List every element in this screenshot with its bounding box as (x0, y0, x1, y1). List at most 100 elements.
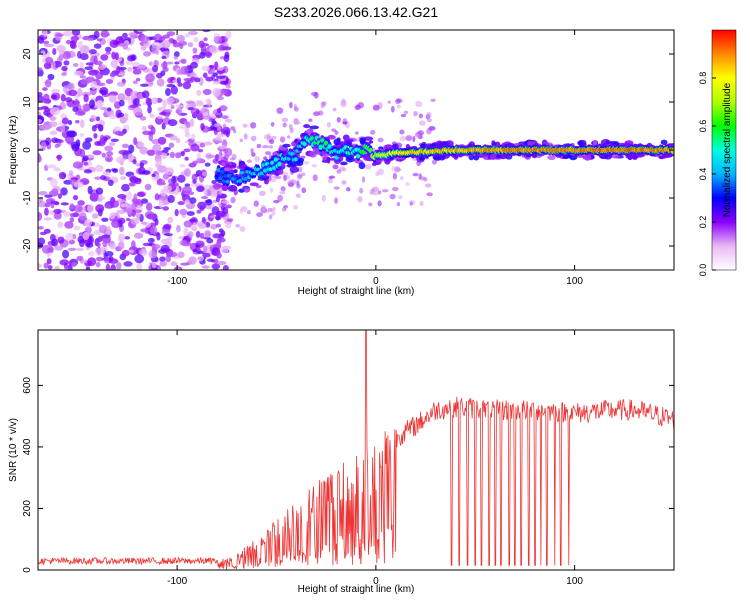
noise-cell (203, 37, 208, 42)
noise-cell (132, 69, 142, 75)
noise-cell (38, 95, 45, 102)
noise-cell (176, 107, 183, 115)
noise-cell (52, 48, 57, 55)
noise-cell (117, 241, 125, 250)
scatter-cell (396, 104, 401, 109)
noise-cell (79, 61, 84, 70)
noise-cell (49, 130, 58, 136)
noise-cell (85, 62, 94, 66)
noise-cell (136, 263, 143, 270)
noise-cell (62, 51, 71, 60)
noise-cell (212, 80, 221, 85)
ridge-halo-cell (289, 166, 300, 173)
noise-cell (72, 161, 83, 169)
scatter-cell (392, 186, 399, 192)
noise-cell (165, 254, 172, 263)
noise-cell (116, 65, 121, 75)
noise-cell (104, 145, 114, 152)
noise-cell (197, 148, 204, 153)
noise-cell (38, 107, 44, 111)
scatter-cell (430, 98, 436, 102)
noise-cell (38, 67, 43, 72)
ridge-halo-cell (344, 139, 354, 143)
noise-cell (87, 257, 97, 266)
noise-cell (199, 232, 205, 239)
noise-cell (85, 242, 94, 248)
scatter-cell (329, 175, 336, 179)
noise-cell (38, 237, 46, 246)
noise-cell (82, 231, 90, 241)
noise-cell (95, 187, 104, 195)
scatter-cell (293, 205, 299, 210)
scatter-cell (268, 145, 274, 149)
scatter-cell (256, 212, 263, 217)
noise-cell (43, 62, 52, 70)
noise-cell (67, 247, 77, 252)
noise-cell (183, 227, 189, 236)
noise-cell (183, 220, 193, 228)
noise-cell (213, 36, 223, 45)
noise-cell (190, 61, 198, 69)
noise-cell (82, 140, 92, 150)
noise-cell (84, 66, 94, 71)
ridge-halo-cell (249, 182, 259, 187)
noise-cell (63, 179, 73, 185)
scatter-cell (239, 226, 246, 232)
noise-cell (43, 93, 50, 101)
colorbar-tick-label: 0.6 (698, 120, 708, 133)
noise-cell (202, 245, 208, 254)
noise-cell (205, 154, 216, 159)
noise-cell (90, 114, 97, 122)
noise-cell (100, 175, 107, 181)
ridge-halo-cell (473, 154, 480, 161)
ridge-halo-cell (592, 140, 598, 146)
ridge-halo-cell (499, 154, 507, 160)
noise-cell (192, 248, 198, 253)
noise-cell (160, 188, 168, 197)
noise-cell (117, 112, 125, 118)
noise-cell (190, 133, 196, 141)
noise-cell (132, 66, 138, 70)
noise-cell (128, 182, 136, 187)
noise-cell (206, 238, 214, 244)
noise-cell (70, 141, 81, 150)
noise-cell (208, 46, 218, 54)
noise-cell (141, 125, 147, 131)
ridge-halo-cell (332, 164, 339, 170)
noise-cell (42, 87, 48, 91)
noise-cell (109, 72, 116, 77)
scatter-cell (424, 183, 432, 188)
noise-cell (93, 30, 100, 39)
noise-cell (40, 124, 51, 131)
scatter-cell (357, 101, 364, 109)
noise-cell (73, 225, 81, 231)
noise-cell (156, 72, 163, 79)
noise-cell (94, 176, 101, 180)
noise-cell (94, 123, 102, 129)
noise-cell (167, 234, 173, 243)
noise-cell (140, 198, 149, 204)
noise-cell (122, 154, 128, 160)
noise-cell (160, 62, 168, 69)
noise-cell (159, 261, 168, 267)
noise-cell (204, 162, 211, 167)
noise-cell (186, 79, 195, 84)
noise-cell (151, 44, 159, 54)
noise-cell (95, 82, 106, 87)
scatter-cell (372, 104, 380, 111)
noise-cell (217, 260, 227, 266)
noise-cell (47, 265, 53, 270)
noise-cell (38, 263, 42, 269)
ridge-halo-cell (233, 169, 238, 174)
noise-cell (49, 107, 60, 116)
scatter-cell (334, 130, 339, 135)
noise-cell (168, 178, 173, 185)
ridge-halo-cell (489, 153, 497, 160)
noise-cell (162, 40, 171, 49)
noise-cell (79, 133, 85, 138)
ridge-halo-cell (603, 153, 613, 160)
ridge-core-cell (327, 144, 332, 149)
noise-cell (140, 83, 149, 87)
scatter-cell (264, 151, 272, 156)
noise-cell (195, 109, 200, 115)
